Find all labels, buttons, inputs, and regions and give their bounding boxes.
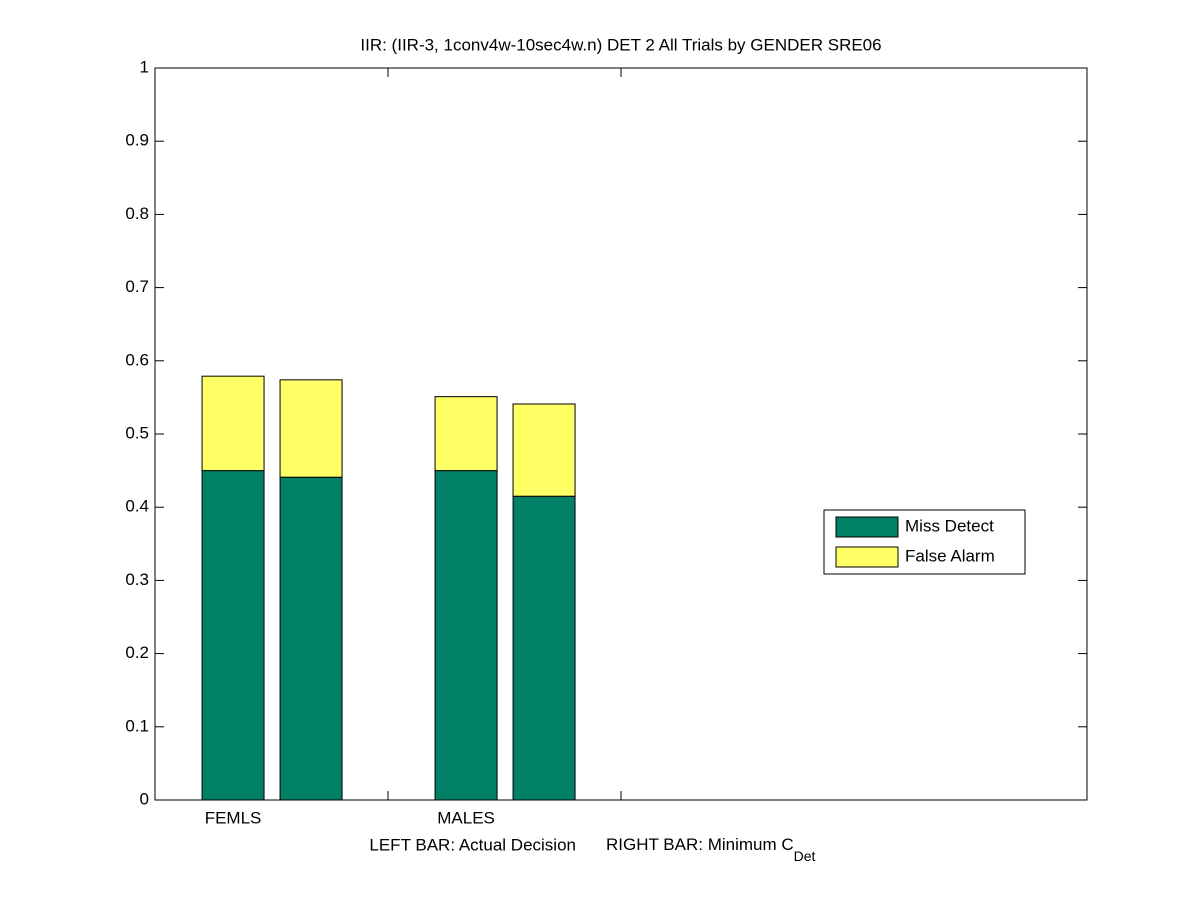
y-tick-label: 0.2 (125, 643, 149, 662)
plot-frame (154, 67, 1088, 801)
y-tick-label: 0.7 (125, 277, 149, 296)
x-axis-label-subscript: Det (794, 848, 816, 864)
legend-label: Miss Detect (905, 516, 994, 535)
y-tick-label: 0.9 (125, 131, 149, 150)
legend: Miss Detect False Alarm (823, 509, 1026, 575)
y-tick-label: 0.8 (125, 204, 149, 223)
bar-segment (279, 476, 343, 801)
x-tick-label: MALES (437, 808, 495, 827)
y-tick-label: 0.5 (125, 423, 149, 442)
bar-segment (512, 403, 576, 497)
legend-swatch (835, 546, 899, 568)
y-tick-label: 0.6 (125, 350, 149, 369)
legend-swatch (835, 516, 899, 538)
x-axis-label: LEFT BAR: Actual Decision (369, 835, 576, 854)
y-tick-label: 0.4 (125, 497, 149, 516)
y-tick-label: 0 (140, 789, 149, 808)
y-tick-label: 0.1 (125, 716, 149, 735)
bar-segment (434, 396, 498, 472)
x-axis-label-main: RIGHT BAR: Minimum C (606, 835, 794, 854)
bar-segment (434, 470, 498, 801)
bar-segment (512, 495, 576, 801)
x-axis-label: RIGHT BAR: Minimum CDet (606, 835, 816, 863)
x-tick-label: FEMLS (205, 808, 262, 827)
y-tick-label: 1 (140, 57, 149, 76)
bar-segment (279, 379, 343, 478)
bar-segment (201, 470, 265, 801)
chart-title: IIR: (IIR-3, 1conv4w-10sec4w.n) DET 2 Al… (360, 35, 881, 54)
y-tick-label: 0.3 (125, 570, 149, 589)
bar-segment (201, 375, 265, 472)
legend-label: False Alarm (905, 546, 995, 565)
